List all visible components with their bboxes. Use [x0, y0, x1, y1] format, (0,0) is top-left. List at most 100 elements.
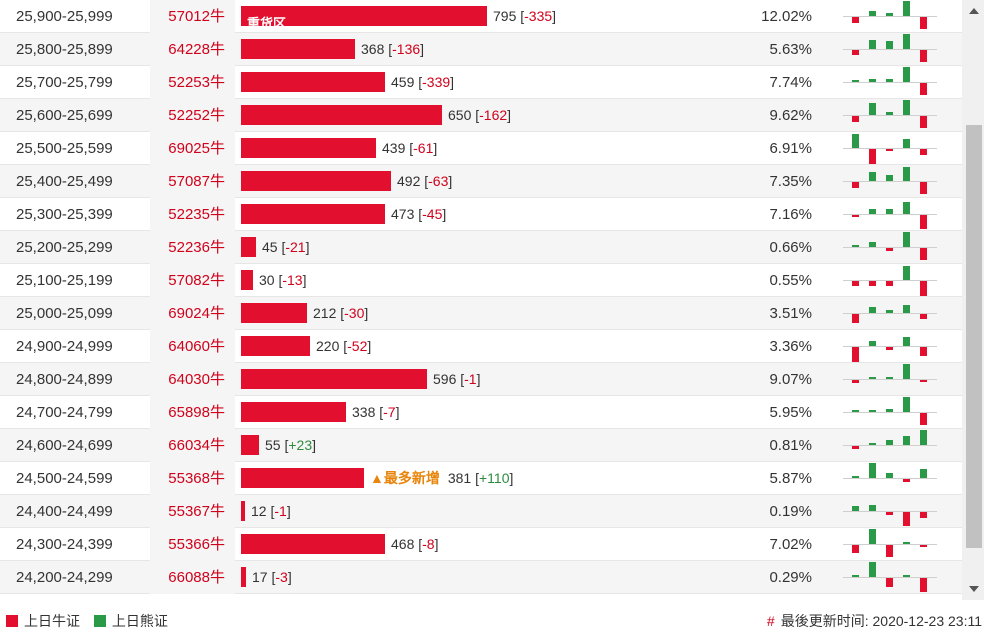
- bar-value: ▲最多新增 381 [+110]: [370, 470, 514, 486]
- sparkline-bar: [903, 202, 910, 214]
- table-row[interactable]: 25,900-25,999 57012牛 重货区 795 [-335] 12.02%: [0, 0, 962, 33]
- table-row[interactable]: 25,700-25,799 52253牛 459 [-339] 7.74%: [0, 66, 962, 99]
- scroll-up-icon[interactable]: [969, 8, 979, 14]
- bar-area: 30 [-13]: [241, 264, 741, 297]
- vertical-scrollbar[interactable]: [962, 0, 984, 600]
- cbbc-code-link[interactable]: 64030牛: [150, 363, 235, 396]
- cbbc-code-link[interactable]: 69025牛: [150, 132, 235, 165]
- sparkline-bar: [920, 380, 927, 382]
- sparkline-bar: [920, 83, 927, 95]
- percentage: 7.74%: [769, 74, 812, 91]
- sparkline-bar: [903, 337, 910, 346]
- count-value: 795: [493, 8, 517, 24]
- scroll-thumb[interactable]: [966, 125, 982, 548]
- price-range: 24,200-24,299: [16, 569, 113, 586]
- delta-value: +110: [479, 470, 510, 486]
- cbbc-code-link[interactable]: 55367牛: [150, 495, 235, 528]
- bar-area: 220 [-52]: [241, 330, 741, 363]
- percentage: 12.02%: [761, 8, 812, 25]
- volume-bar: [241, 138, 376, 158]
- cbbc-code-link[interactable]: 52252牛: [150, 99, 235, 132]
- count-value: 492: [397, 173, 421, 189]
- table-row[interactable]: 25,500-25,599 69025牛 439 [-61] 6.91%: [0, 132, 962, 165]
- cbbc-code-link[interactable]: 52253牛: [150, 66, 235, 99]
- cbbc-code-link[interactable]: 64228牛: [150, 33, 235, 66]
- table-row[interactable]: 25,100-25,199 57082牛 30 [-13] 0.55%: [0, 264, 962, 297]
- table-row[interactable]: 25,800-25,899 64228牛 368 [-136] 5.63%: [0, 33, 962, 66]
- sparkline-bar: [869, 341, 876, 346]
- table-row[interactable]: 24,300-24,399 55366牛 468 [-8] 7.02%: [0, 528, 962, 561]
- sparkline-bar: [852, 245, 859, 247]
- sparkline-bar: [886, 545, 893, 557]
- bar-value: 439 [-61]: [382, 140, 438, 156]
- sparkline: [843, 297, 937, 330]
- delta-value: -52: [347, 338, 368, 354]
- price-range: 24,500-24,599: [16, 470, 113, 487]
- sparkline-bar: [920, 314, 927, 319]
- sparkline-bar: [869, 463, 876, 478]
- volume-bar: [241, 534, 385, 554]
- table-row[interactable]: 25,400-25,499 57087牛 492 [-63] 7.35%: [0, 165, 962, 198]
- sparkline-bar: [920, 469, 927, 478]
- bar-area: 45 [-21]: [241, 231, 741, 264]
- sparkline: [843, 132, 937, 165]
- table-row[interactable]: 24,200-24,299 66088牛 17 [-3] 0.29%: [0, 561, 962, 594]
- sparkline: [843, 99, 937, 132]
- table-row[interactable]: 25,600-25,699 52252牛 650 [-162] 9.62%: [0, 99, 962, 132]
- sparkline-bar: [903, 542, 910, 544]
- price-range: 24,700-24,799: [16, 404, 113, 421]
- table-row[interactable]: 24,700-24,799 65898牛 338 [-7] 5.95%: [0, 396, 962, 429]
- cbbc-code-link[interactable]: 52235牛: [150, 198, 235, 231]
- cbbc-code-link[interactable]: 55366牛: [150, 528, 235, 561]
- cbbc-code-link[interactable]: 57012牛: [150, 0, 235, 33]
- cbbc-code-link[interactable]: 52236牛: [150, 231, 235, 264]
- volume-bar: [241, 468, 364, 488]
- sparkline-bar: [852, 215, 859, 217]
- sparkline-bar: [852, 281, 859, 286]
- cbbc-code-link[interactable]: 66034牛: [150, 429, 235, 462]
- cbbc-code-link[interactable]: 57082牛: [150, 264, 235, 297]
- sparkline-baseline: [843, 280, 937, 281]
- sparkline-bar: [920, 545, 927, 547]
- cbbc-code-link[interactable]: 66088牛: [150, 561, 235, 594]
- bar-value: 795 [-335]: [493, 8, 557, 24]
- scroll-down-icon[interactable]: [969, 586, 979, 592]
- price-range: 25,600-25,699: [16, 107, 113, 124]
- table-row[interactable]: 25,000-25,099 69024牛 212 [-30] 3.51%: [0, 297, 962, 330]
- table-row[interactable]: 24,400-24,499 55367牛 12 [-1] 0.19%: [0, 495, 962, 528]
- sparkline: [843, 264, 937, 297]
- sparkline-bar: [886, 79, 893, 82]
- table-row[interactable]: 24,600-24,699 66034牛 55 [+23] 0.81%: [0, 429, 962, 462]
- percentage: 3.36%: [769, 338, 812, 355]
- sparkline-baseline: [843, 115, 937, 116]
- count-value: 338: [352, 404, 376, 420]
- volume-bar: [241, 237, 256, 257]
- volume-bar: [241, 369, 427, 389]
- bar-value: 473 [-45]: [391, 206, 447, 222]
- sparkline: [843, 462, 937, 495]
- delta-value: -30: [344, 305, 365, 321]
- cbbc-code-link[interactable]: 55368牛: [150, 462, 235, 495]
- delta-value: -7: [383, 404, 396, 420]
- table-row[interactable]: 25,300-25,399 52235牛 473 [-45] 7.16%: [0, 198, 962, 231]
- count-value: 55: [265, 437, 281, 453]
- sparkline-bar: [886, 41, 893, 49]
- cbbc-code-link[interactable]: 64060牛: [150, 330, 235, 363]
- sparkline-bar: [903, 512, 910, 526]
- cbbc-code-link[interactable]: 65898牛: [150, 396, 235, 429]
- sparkline: [843, 0, 937, 33]
- table-row[interactable]: 25,200-25,299 52236牛 45 [-21] 0.66%: [0, 231, 962, 264]
- count-value: 368: [361, 41, 385, 57]
- cbbc-code-link[interactable]: 57087牛: [150, 165, 235, 198]
- bar-area: 212 [-30]: [241, 297, 741, 330]
- sparkline-baseline: [843, 511, 937, 512]
- count-value: 459: [391, 74, 415, 90]
- table-row[interactable]: 24,500-24,599 55368牛 ▲最多新增 381 [+110] 5.87%: [0, 462, 962, 495]
- percentage: 0.19%: [769, 503, 812, 520]
- cbbc-code-link[interactable]: 69024牛: [150, 297, 235, 330]
- sparkline-baseline: [843, 313, 937, 314]
- table-row[interactable]: 24,900-24,999 64060牛 220 [-52] 3.36%: [0, 330, 962, 363]
- sparkline-bar: [852, 410, 859, 412]
- table-row[interactable]: 24,800-24,899 64030牛 596 [-1] 9.07%: [0, 363, 962, 396]
- sparkline-bar: [852, 116, 859, 122]
